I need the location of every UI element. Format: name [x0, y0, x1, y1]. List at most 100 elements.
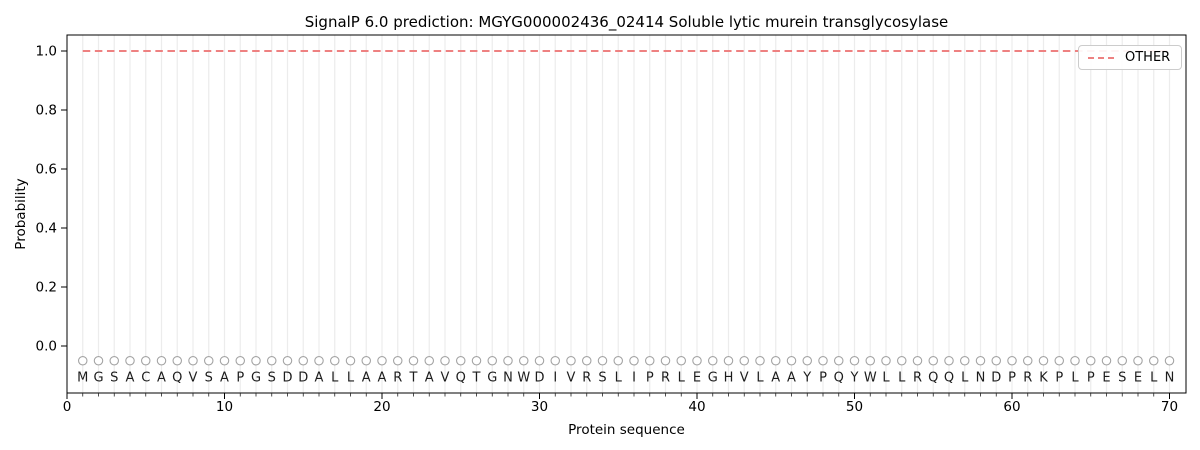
residue-letter: V — [567, 371, 576, 386]
residue-marker — [692, 355, 702, 366]
residue-letter: A — [157, 371, 166, 386]
residue-letter: E — [693, 371, 701, 386]
residue-marker — [755, 355, 765, 366]
residue-letter: V — [441, 371, 450, 386]
x-axis-label: Protein sequence — [568, 422, 685, 438]
x-tick-label: 60 — [1003, 399, 1020, 415]
residue-letter: D — [534, 371, 544, 386]
residue-marker — [440, 355, 450, 366]
residue-marker — [991, 355, 1001, 366]
residue-letter: W — [517, 371, 530, 386]
residue-letter: N — [1165, 371, 1175, 386]
residue-marker — [975, 355, 986, 366]
y-tick-label: 0.6 — [36, 162, 57, 178]
residue-letter: L — [882, 371, 890, 386]
residue-letter: A — [220, 371, 229, 386]
residue-marker — [471, 355, 482, 366]
residue-marker — [298, 355, 308, 366]
residue-letter: P — [646, 371, 654, 386]
residue-letter: P — [1055, 371, 1063, 386]
residue-letter: Q — [456, 371, 466, 386]
y-tick-label: 0.0 — [36, 339, 57, 355]
residue-letter: N — [503, 371, 513, 386]
residue-marker — [282, 355, 293, 366]
residue-marker — [534, 355, 545, 366]
residue-letter: K — [1039, 371, 1048, 386]
residue-letter: A — [362, 371, 371, 386]
residue-letter: V — [740, 371, 749, 386]
residue-letter: I — [632, 371, 636, 386]
residue-marker — [912, 355, 923, 366]
residue-letter: Y — [802, 371, 811, 386]
residue-marker — [818, 355, 828, 366]
residue-marker — [1054, 355, 1065, 366]
residue-marker — [660, 355, 671, 366]
residue-marker — [865, 355, 875, 366]
residue-marker — [1164, 355, 1175, 366]
x-tick-label: 50 — [846, 399, 863, 415]
residue-letter: P — [1087, 371, 1095, 386]
residue-letter: I — [553, 371, 557, 386]
residue-marker — [314, 355, 324, 366]
residue-marker — [487, 355, 497, 366]
legend-item-label: OTHER — [1125, 50, 1171, 65]
residue-letter: R — [661, 371, 670, 386]
residue-letter: L — [898, 371, 906, 386]
residue-letter: G — [708, 371, 718, 386]
residue-marker — [849, 355, 860, 366]
residue-letter: A — [378, 371, 387, 386]
residue-letter: E — [1102, 371, 1110, 386]
residue-letter: L — [961, 371, 969, 386]
legend-dashed-line-icon — [1088, 56, 1116, 59]
residue-letter: A — [425, 371, 434, 386]
residue-letter: P — [236, 371, 244, 386]
residue-letter: L — [1150, 371, 1158, 386]
chart-title: SignalP 6.0 prediction: MGYG000002436_02… — [304, 13, 949, 31]
residue-marker — [644, 355, 655, 366]
residue-marker — [125, 355, 135, 366]
residue-marker — [93, 355, 104, 366]
y-tick-label: 0.2 — [36, 280, 57, 296]
residue-letter: G — [251, 371, 261, 386]
residue-marker — [455, 355, 466, 366]
residue-letter: Q — [172, 371, 182, 386]
residue-marker — [1149, 355, 1159, 366]
residue-marker — [1022, 355, 1033, 366]
residue-letter: L — [1071, 371, 1079, 386]
residue-marker — [802, 355, 812, 366]
residue-letter: S — [268, 371, 276, 386]
residue-marker — [944, 355, 954, 366]
residue-marker — [172, 355, 183, 366]
residue-marker — [723, 355, 734, 366]
residue-letter: A — [126, 371, 135, 386]
residue-marker — [141, 355, 151, 366]
residue-marker — [707, 355, 718, 366]
residue-marker — [1070, 355, 1080, 366]
residue-marker — [676, 355, 686, 366]
residue-marker — [408, 355, 419, 366]
residue-marker — [581, 355, 592, 366]
residue-letter: T — [472, 371, 481, 386]
residue-letter: E — [1134, 371, 1142, 386]
residue-marker — [1117, 355, 1128, 366]
x-tick-label: 30 — [531, 399, 548, 415]
residue-letter: Q — [834, 371, 844, 386]
residue-marker — [896, 355, 907, 366]
residue-marker — [251, 355, 261, 366]
residue-marker — [597, 355, 608, 366]
residue-marker — [109, 355, 120, 366]
residue-marker — [345, 355, 356, 366]
residue-letter: Q — [928, 371, 938, 386]
residue-marker — [786, 355, 797, 366]
residue-letter: S — [1118, 371, 1126, 386]
residue-letter: M — [77, 371, 88, 386]
x-tick-label: 20 — [373, 399, 390, 415]
plot-border — [66, 34, 1187, 394]
residue-marker — [377, 355, 387, 366]
residue-letter: D — [298, 371, 308, 386]
residue-letter: A — [315, 371, 324, 386]
residue-marker — [1007, 355, 1017, 366]
residue-marker — [770, 355, 781, 366]
residue-letter: D — [282, 371, 292, 386]
